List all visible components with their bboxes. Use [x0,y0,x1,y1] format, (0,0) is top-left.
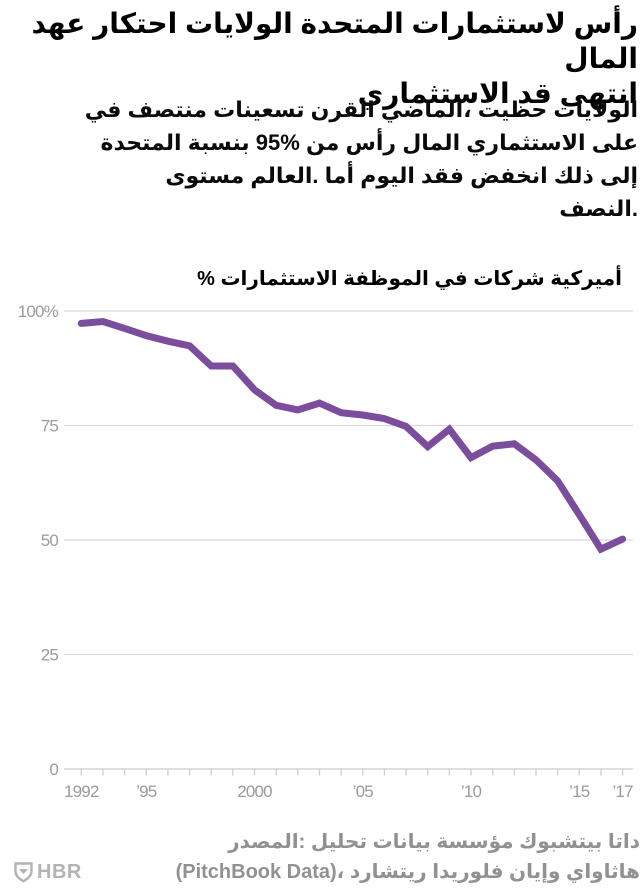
x-axis-label: 1992 [64,782,99,801]
y-axis-label: 50 [41,531,59,550]
source-note: ‎المصدر:‎ ‎تحليل‎ ‎بيانات‎ ‎مؤسسة‎ ‎بيتش… [0,827,640,887]
y-axis-label: 0 [49,760,58,779]
x-axis-label: ’15 [569,782,590,801]
x-axis-label: ’95 [136,782,157,801]
y-axis-label: 75 [41,417,59,436]
source-line-2: ‎(PitchBook‎ ‎Data)،‎ ‎ريتشارد‎ ‎فلوريدا… [175,861,640,883]
x-axis-label: 2000 [237,782,272,801]
trend-line [77,317,627,554]
figure-subtitle-line-4: ‎النصف.‎ [559,196,638,221]
y-axis-label: 100% [18,302,59,321]
figure-title: ‎عهد‎ ‎احتكار‎ ‎الولايات‎ ‎المتحدة‎ ‎لاس… [0,6,638,111]
hbr-logo: HBR [14,860,82,884]
figure-subtitle: ‎في‎ ‎منتصف‎ ‎تسعينات‎ ‎القرن‎ ‎الماضي،‎… [0,93,638,225]
y-axis-label: 25 [41,646,59,665]
source-line-1: ‎المصدر:‎ ‎تحليل‎ ‎بيانات‎ ‎مؤسسة‎ ‎بيتش… [228,831,640,853]
hbr-shield-icon [14,861,33,883]
x-axis-label: ’17 [612,782,633,801]
figure-subtitle-line-2: ‎المتحدة‎ ‎بنسبة‎ ‎95%‎ ‎من‎ ‎رأس‎ ‎الما… [100,130,638,155]
figure-subtitle-line-1: ‎في‎ ‎منتصف‎ ‎تسعينات‎ ‎القرن‎ ‎الماضي،‎… [84,97,638,122]
x-axis-label: ’05 [353,782,374,801]
hbr-logo-text: HBR [37,860,82,883]
figure-subtitle-line-3: ‎مستوى‎ ‎العالم.‎ ‎أما‎ ‎اليوم‎ ‎فقد‎ ‎ا… [165,163,638,188]
chart-title: ‎%‎ ‎الاستثمارات‎ ‎الموظفة‎ ‎في‎ ‎شركات‎… [197,268,622,290]
figure-title-line-1: ‎عهد‎ ‎احتكار‎ ‎الولايات‎ ‎المتحدة‎ ‎لاس… [31,8,638,74]
x-axis-label: ’10 [461,782,482,801]
figure-title-line-2: ‎الاستثماري‎ ‎قد‎ ‎انتهى‎ [357,78,638,109]
